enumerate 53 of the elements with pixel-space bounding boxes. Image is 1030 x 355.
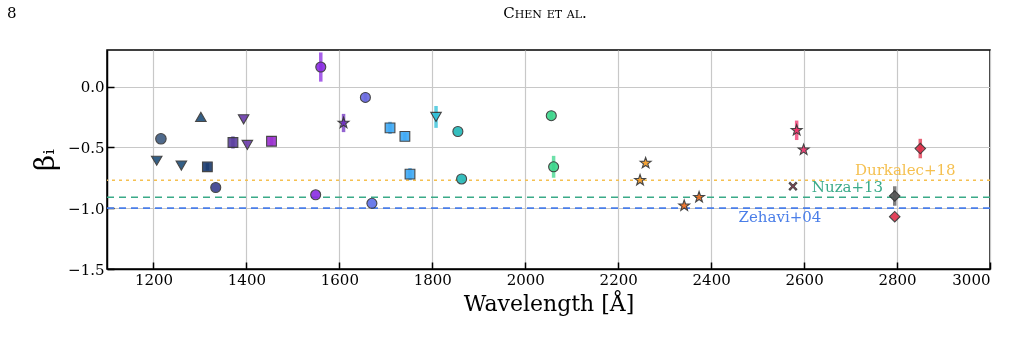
point <box>241 139 254 150</box>
x-tick-label: 3000 <box>952 270 991 289</box>
point <box>430 111 442 123</box>
y-tick-label: −0.5 <box>68 138 105 157</box>
point <box>678 199 691 211</box>
ref-line-label: Zehavi+04 <box>738 208 822 227</box>
point <box>175 160 188 171</box>
point <box>366 197 378 209</box>
point <box>456 173 468 185</box>
point <box>384 122 396 134</box>
point <box>399 130 411 142</box>
point <box>639 156 652 169</box>
point <box>237 114 250 125</box>
x-tick-label: 2800 <box>878 270 917 289</box>
y-tick-label: −1.0 <box>68 199 105 218</box>
point <box>201 161 213 173</box>
point <box>888 210 901 223</box>
ref-line-label: Nuza+13 <box>811 178 884 197</box>
point <box>888 190 901 202</box>
point <box>155 133 167 145</box>
x-tick-label: 2600 <box>785 270 824 289</box>
x-tick-label: 1600 <box>320 270 359 289</box>
point <box>914 142 927 155</box>
point <box>548 161 560 173</box>
point <box>452 125 464 138</box>
point <box>634 173 647 186</box>
x-tick-label: 2200 <box>599 270 638 289</box>
x-tick-label: 1400 <box>227 270 267 289</box>
point <box>315 61 327 73</box>
point <box>790 124 803 136</box>
point <box>310 189 322 201</box>
x-axis-title: Wavelength [Å] <box>463 288 635 316</box>
point <box>359 91 371 103</box>
x-tick-label: 1800 <box>413 270 452 289</box>
y-axis-title: βᵢ <box>28 148 62 171</box>
point <box>195 111 207 123</box>
point <box>337 116 350 129</box>
ref-line-label: Durkalec+18 <box>854 161 956 180</box>
point <box>545 110 557 122</box>
x-tick-label: 2400 <box>692 270 731 289</box>
point <box>797 143 810 155</box>
point <box>693 190 706 203</box>
y-tick-label: 0.0 <box>80 78 105 96</box>
text: 8 <box>7 4 17 22</box>
point <box>404 168 416 180</box>
text: Chen et al. <box>503 4 587 22</box>
point <box>210 181 222 194</box>
point <box>788 181 798 191</box>
x-tick-label: 2000 <box>506 270 545 289</box>
point <box>150 155 163 166</box>
point <box>227 137 239 148</box>
y-tick-label: −1.5 <box>68 260 105 279</box>
x-tick-label: 1200 <box>134 270 174 289</box>
